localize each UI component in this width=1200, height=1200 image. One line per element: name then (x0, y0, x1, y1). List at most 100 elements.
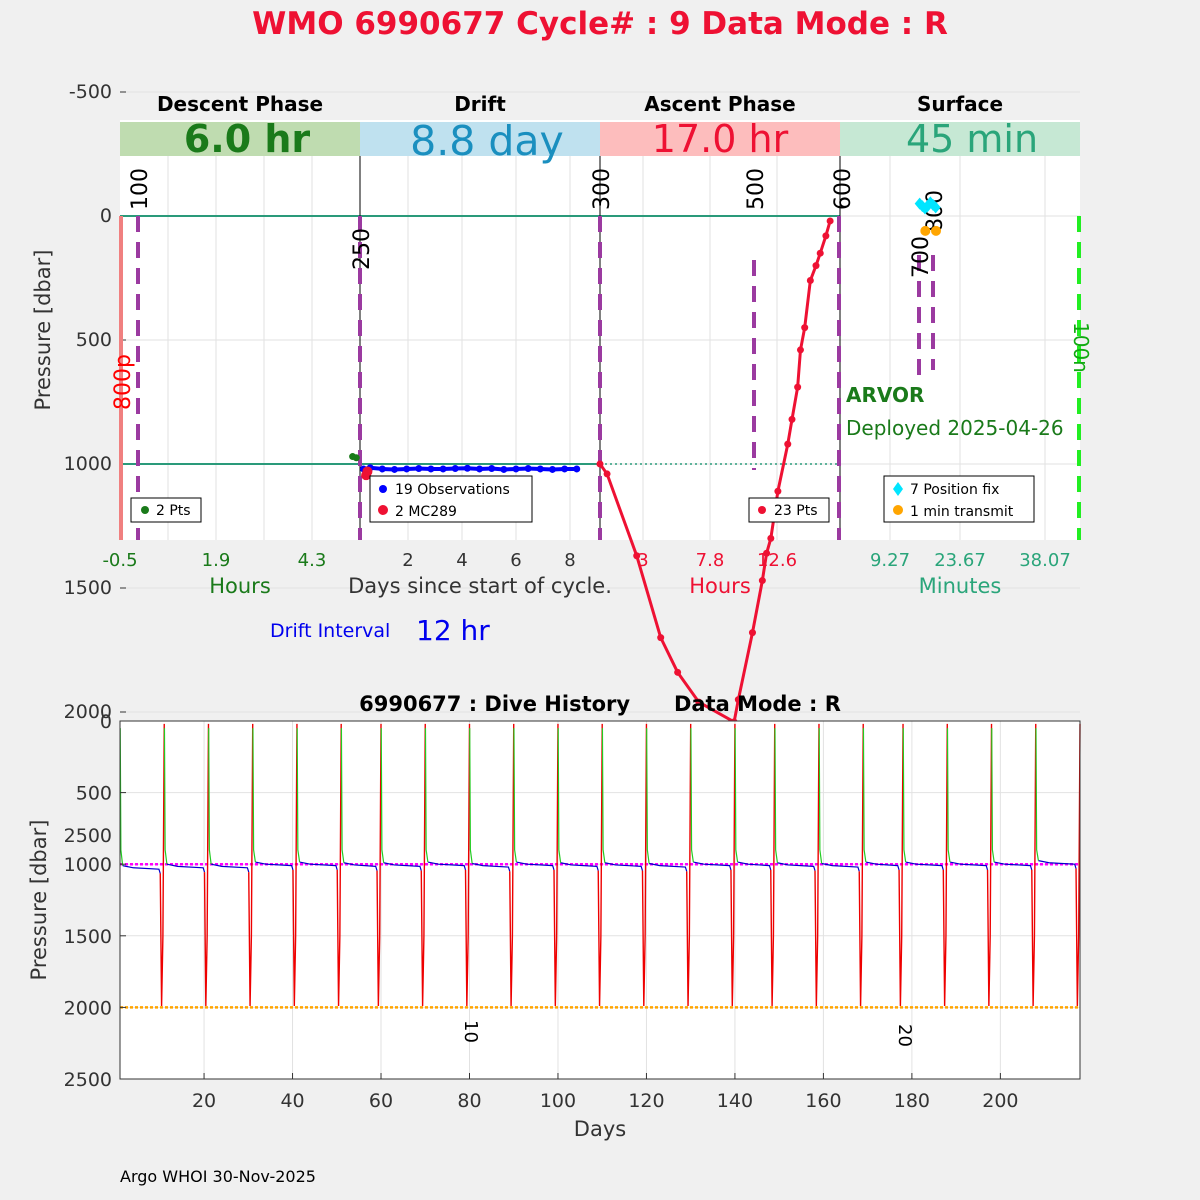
ascent-point (734, 696, 742, 704)
drift-duration: 8.8 day (410, 117, 564, 165)
drift-point (378, 465, 386, 473)
bottom-y-tick-label: 1000 (64, 854, 112, 876)
legend-drift: 19 Observations 2 MC289 (369, 475, 533, 523)
main-title: WMO 6990677 Cycle# : 9 Data Mode : R (252, 6, 948, 42)
float-model: ARVOR (846, 383, 924, 407)
cycle-annotation-20: 20 (894, 1024, 915, 1047)
descent-band (120, 122, 360, 156)
position-fix-point (930, 201, 941, 214)
bottom-x-tick-label: 20 (192, 1090, 216, 1112)
dive-drift-segment (122, 865, 161, 874)
dive-descent-segment (380, 728, 385, 863)
bottom-x-tick-label: 80 (457, 1090, 481, 1112)
top-y-tick-label: -500 (69, 81, 112, 103)
top-data-series (349, 196, 941, 726)
bottom-x-tick-label: 140 (717, 1090, 753, 1112)
bottom-y-axis-label: Pressure [dbar] (27, 820, 51, 981)
ascent-point (774, 487, 782, 495)
drift-point (463, 464, 471, 472)
descent-x-label: Hours (209, 574, 271, 598)
dive-ascent-segment (248, 723, 254, 1006)
drift-point (500, 465, 508, 473)
dive-drift-segment (648, 862, 688, 872)
drift-point (512, 465, 520, 473)
descent-x-ticks: -0.5 1.9 4.3 (102, 550, 326, 571)
legend-descent: 2 Pts (130, 497, 202, 523)
dive-descent-segment (774, 728, 778, 863)
ascent-point (674, 668, 682, 676)
dive-descent-segment (991, 728, 995, 863)
marker-label-100n: 100n (1069, 322, 1093, 373)
surface-title: Surface (917, 92, 1003, 116)
dive-ascent-segment (986, 723, 993, 1006)
drift-x-tick: 4 (456, 550, 467, 571)
transmit-point (920, 225, 931, 236)
dive-descent-segment (424, 728, 429, 863)
ascent-x-tick: 7.8 (696, 550, 725, 571)
drift-point (561, 465, 569, 473)
surface-duration: 45 min (906, 117, 1038, 161)
drift-title: Drift (454, 92, 506, 116)
dive-ascent-segment (898, 723, 904, 1006)
dive-descent-segment (646, 728, 650, 864)
dive-descent-segment (902, 728, 907, 863)
dive-descent-segment (208, 728, 212, 865)
surface-band (840, 122, 1080, 156)
dive-descent-segment (1035, 728, 1040, 861)
legend-surface-box (883, 475, 1035, 523)
descent-duration: 6.0 hr (184, 117, 311, 161)
marker-label-700: 700 (909, 236, 934, 278)
bottom-x-tick-label: 60 (369, 1090, 393, 1112)
descent-x-tick: 1.9 (202, 550, 231, 571)
bottom-x-tick-label: 120 (628, 1090, 664, 1112)
bottom-y-tick-label: 2000 (64, 997, 112, 1019)
ascent-x-tick: 12.6 (757, 550, 797, 571)
dive-descent-segment (946, 728, 951, 863)
bottom-x-tick-label: 160 (805, 1090, 841, 1112)
dive-ascent-segment (376, 723, 382, 1006)
dive-ascent-segment (686, 723, 692, 1006)
dive-drift-segment (299, 861, 338, 871)
ascent-band (600, 122, 840, 156)
ascent-point (748, 629, 756, 637)
dive-ascent-segment (509, 723, 515, 1006)
descent-title: Descent Phase (157, 92, 323, 116)
drift-point (391, 465, 398, 473)
surface-x-tick: 9.27 (870, 550, 910, 571)
dive-descent-segment (690, 728, 694, 863)
bottom-y-tick-label: 500 (76, 783, 112, 805)
dive-drift-segment (560, 862, 599, 871)
dive-ascent-segment (814, 723, 820, 1006)
legend-ascent-marker (758, 506, 766, 514)
ascent-x-label: Hours (689, 574, 751, 598)
dive-descent-segment (340, 728, 345, 863)
drift-interval-label: Drift Interval (270, 620, 390, 642)
ascent-point (806, 276, 814, 284)
ascent-point (812, 262, 820, 270)
ascent-title: Ascent Phase (644, 92, 795, 116)
legend-ascent-label: 23 Pts (774, 503, 818, 519)
dive-drift-segment (427, 861, 467, 871)
cycle-annotation-10: 10 (460, 1020, 481, 1043)
dive-drift-segment (1038, 860, 1077, 869)
ascent-point (794, 383, 802, 391)
dive-drift-segment (693, 861, 732, 871)
marker-label-800p: 800p (111, 354, 136, 410)
dive-descent-segment (818, 728, 823, 864)
surface-x-tick: 23.67 (934, 550, 986, 571)
dive-ascent-segment (730, 723, 736, 1006)
descent-x-tick: 4.3 (298, 550, 327, 571)
bottom-ticks: 20 40 60 80 100 120 140 160 180 20005001000150020… (64, 711, 1019, 1112)
legend-ascent: 23 Pts (748, 497, 830, 523)
dive-descent-segment (862, 728, 867, 863)
drift-point (573, 465, 581, 473)
ascent-point (596, 460, 604, 468)
bottom-y-tick-label: 0 (100, 711, 112, 733)
marker-label-250: 250 (350, 228, 375, 270)
marker-label-100: 100 (128, 168, 153, 210)
dive-descent-segment (163, 728, 168, 865)
bottom-x-tick-label: 200 (982, 1090, 1018, 1112)
top-y-ticks: -500 0 500 1000 1500 2000 2500 (64, 81, 126, 847)
transmit-point (931, 225, 941, 236)
dive-ascent-segment (203, 723, 210, 1006)
